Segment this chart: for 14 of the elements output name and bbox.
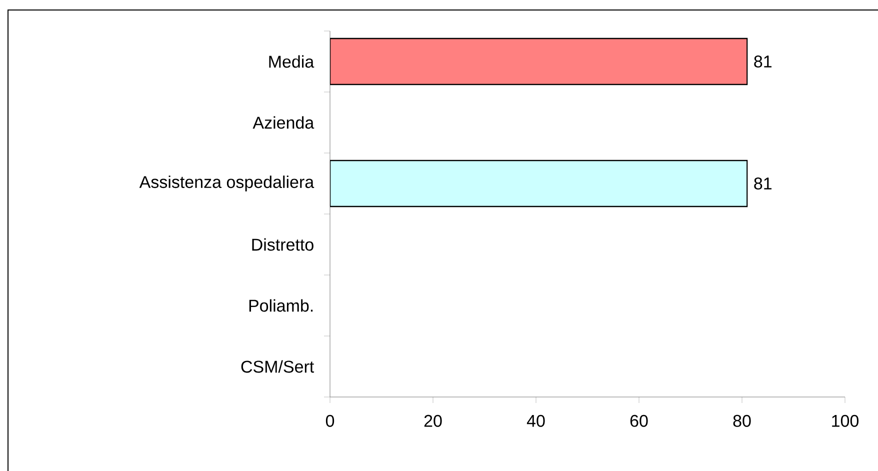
y-tick-label: Assistenza ospedaliera (139, 176, 314, 192)
x-tick-label: 40 (526, 414, 545, 427)
data-label: 81 (754, 55, 772, 68)
y-tick-label: Media (269, 55, 314, 68)
x-tick-label: 0 (326, 414, 334, 427)
data-label: 81 (754, 177, 772, 190)
x-tick-label: 80 (733, 414, 751, 427)
x-tick-label: 60 (630, 414, 648, 427)
y-tick-label: CSM/Sert (241, 360, 314, 373)
x-tick-label: 100 (832, 414, 859, 427)
y-tick-label: Poliamb. (249, 299, 313, 312)
y-tick-label: Distretto (252, 238, 314, 251)
y-tick-label: Azienda (252, 116, 314, 129)
x-tick-label: 20 (424, 414, 442, 427)
